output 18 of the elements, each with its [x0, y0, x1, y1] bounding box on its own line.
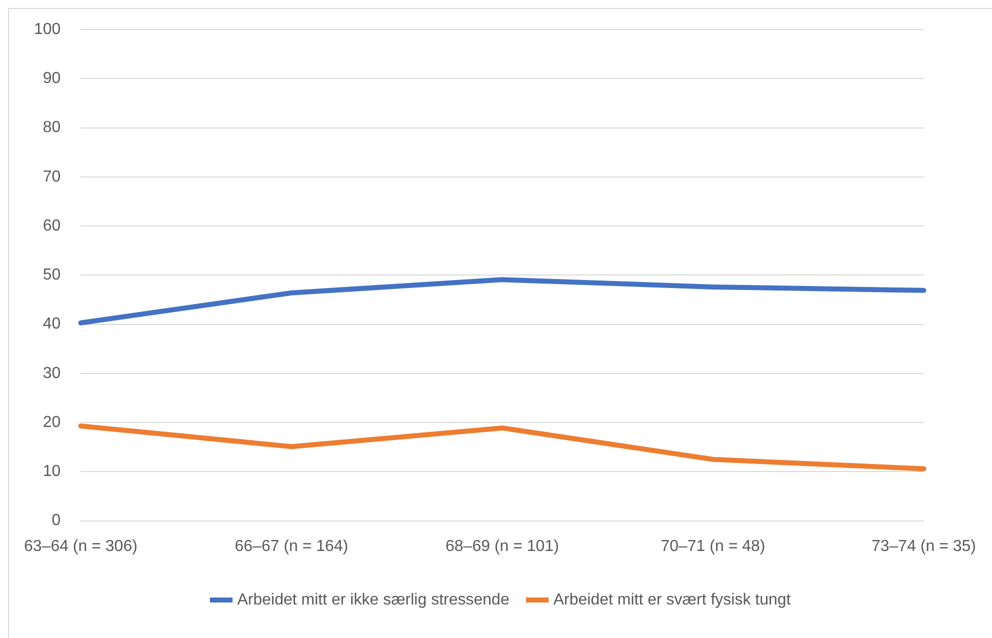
y-tick-label: 80 — [42, 119, 61, 136]
x-tick-label: 70–71 (n = 48) — [660, 538, 766, 555]
legend-label: Arbeidet mitt er svært fysisk tungt — [553, 591, 792, 608]
y-tick-label: 10 — [42, 463, 61, 480]
y-tick-label: 40 — [42, 316, 61, 333]
x-tick-label: 68–69 (n = 101) — [446, 538, 559, 555]
y-tick-label: 90 — [42, 70, 61, 88]
y-tick-label: 30 — [42, 364, 61, 382]
y-tick-label: 20 — [42, 414, 61, 431]
x-tick-label: 73–74 (n = 35) — [871, 538, 976, 555]
x-tick-label: 66–67 (n = 164) — [234, 538, 348, 555]
x-tick-label: 63–64 (n = 306) — [24, 538, 138, 555]
y-tick-label: 70 — [42, 168, 61, 186]
y-tick-label: 0 — [52, 512, 61, 530]
y-tick-label: 50 — [42, 266, 61, 284]
legend-label: Arbeidet mitt er ikke særlig stressende — [237, 591, 510, 608]
y-tick-label: 60 — [42, 217, 61, 234]
y-tick-label: 100 — [34, 21, 61, 38]
